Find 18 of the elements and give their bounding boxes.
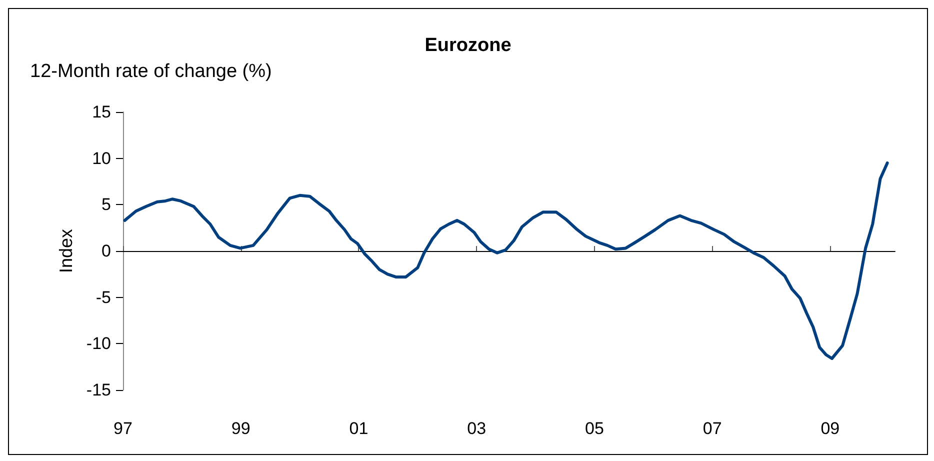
chart-title: Eurozone: [424, 35, 512, 56]
x-tick-label: 09: [820, 419, 840, 438]
x-tick-label: 07: [702, 419, 722, 438]
y-tick-label: 10: [92, 148, 111, 168]
y-tick-label: -15: [86, 380, 111, 400]
y-tick-label: -10: [86, 334, 111, 354]
y-tick-label: -5: [96, 288, 111, 307]
line-series: [123, 161, 889, 360]
y-axis-title: Index: [56, 228, 76, 274]
x-tick-label: 05: [584, 419, 604, 438]
x-tick-label: 97: [114, 419, 132, 438]
x-tick-label: 03: [467, 419, 486, 438]
chart-subtitle: 12-Month rate of change (%): [30, 61, 272, 82]
x-tick-label: 99: [231, 419, 250, 438]
y-tick-label: 0: [102, 242, 111, 260]
x-tick-label: 01: [349, 419, 368, 438]
y-tick-label: 5: [102, 195, 111, 214]
y-tick-label: 15: [92, 102, 111, 122]
